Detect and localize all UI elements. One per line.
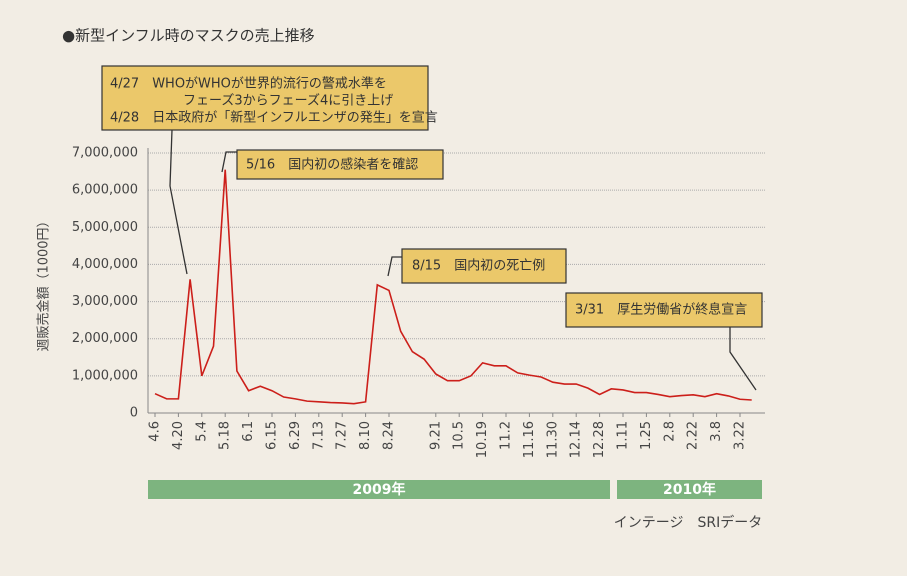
x-tick-label: 10.19 [475,421,490,458]
x-tick-label: 2.8 [662,421,677,442]
x-tick-label: 8.24 [382,421,397,450]
y-tick-label: 1,000,000 [72,368,138,383]
x-tick-label: 4.20 [171,421,186,450]
annotation-text: フェーズ3からフェーズ4に引き上げ [183,93,393,109]
x-tick-label: 12.14 [569,421,584,458]
annotation-box [236,149,444,180]
year-bar [617,480,762,499]
leader-line [221,151,237,173]
y-tick-label: 5,000,000 [72,220,138,235]
x-tick-label: 1.25 [639,421,654,450]
y-axis-label: 週販売金額（1000円） [36,214,52,351]
y-tick-label: 6,000,000 [72,183,138,198]
x-tick-label: 3.22 [733,421,748,450]
x-tick-label: 4.6 [148,421,163,442]
annotation-box [565,292,763,328]
x-tick-label: 5.18 [218,421,233,450]
annotation-text: 5/16 国内初の感染者を確認 [246,157,418,173]
annotation-text: 8/15 国内初の死亡例 [412,258,545,274]
y-tick-label: 0 [130,406,138,421]
source: インテージ SRIデータ [614,514,762,531]
chart-title: ●新型インフル時のマスクの売上推移 [62,27,315,45]
y-tick-label: 2,000,000 [72,331,138,346]
annotation-text: 4/27 WHOがWHOが世界的流行の警戒水準を [110,76,387,92]
x-tick-label: 8.10 [358,421,373,450]
x-tick-label: 6.29 [288,421,303,450]
x-tick-label: 11.2 [499,421,514,450]
leader-line [169,129,188,275]
x-tick-label: 2.22 [686,421,701,450]
x-tick-label: 12.28 [592,421,607,458]
x-tick-label: 3.8 [709,421,724,442]
y-tick-label: 3,000,000 [72,294,138,309]
year-bar [148,480,610,499]
data-line [154,169,752,405]
annotation-box [101,65,429,131]
leader-line [729,327,757,391]
annotation-text: 3/31 厚生労働省が終息宣言 [575,302,747,318]
x-tick-label: 6.1 [241,421,256,442]
x-tick-label: 1.11 [616,421,631,450]
x-tick-label: 5.4 [194,421,209,442]
x-tick-label: 11.30 [545,421,560,458]
x-tick-label: 6.15 [265,421,280,450]
leader-line [387,256,402,277]
year-label: 2009年 [353,481,406,498]
year-label: 2010年 [663,481,716,498]
annotation-box [401,248,567,284]
y-tick-label: 7,000,000 [72,146,138,161]
x-tick-label: 10.5 [452,421,467,450]
x-tick-label: 7.13 [311,421,326,450]
x-tick-label: 11.16 [522,421,537,458]
annotation-text: 4/28 日本政府が「新型インフルエンザの発生」を宣言 [110,110,438,126]
x-tick-label: 9.21 [428,421,443,450]
y-tick-label: 4,000,000 [72,257,138,272]
x-tick-label: 7.27 [335,421,350,450]
